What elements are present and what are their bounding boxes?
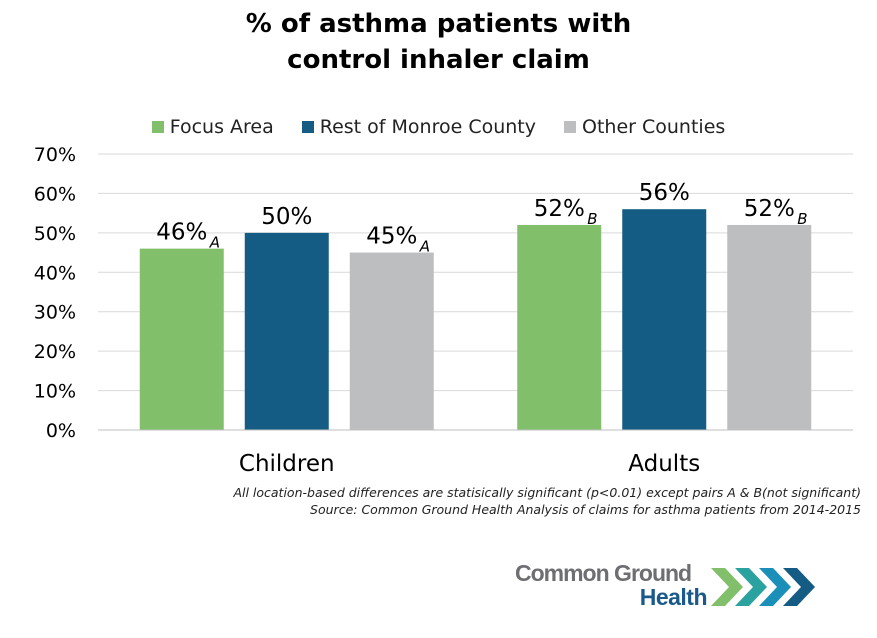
common-ground-health-logo: Common Ground Health xyxy=(515,560,835,620)
bar-chart-plot: 0%10%20%30%40%50%60%70%46% A50%45% AChildr… xyxy=(34,144,853,477)
legend-label-other-counties: Other Counties xyxy=(582,116,726,138)
y-tick-label: 40% xyxy=(34,262,76,284)
y-tick-label: 70% xyxy=(34,144,76,166)
data-label-subscript: A xyxy=(419,238,430,256)
data-label: 50% xyxy=(261,204,312,230)
data-label: 46% xyxy=(156,220,207,246)
legend-item-other-counties: Other Counties xyxy=(564,114,725,140)
y-tick-label: 0% xyxy=(46,420,76,442)
footnote-source: Source: Common Ground Health Analysis of… xyxy=(310,502,861,517)
logo-text-common-ground: Common Ground xyxy=(515,560,692,586)
data-label: 45% xyxy=(366,224,417,250)
data-label: 56% xyxy=(639,180,690,206)
bar xyxy=(244,232,329,430)
chart-title-line-1: % of asthma patients with xyxy=(245,9,632,39)
chart-title-line-2: control inhaler claim xyxy=(287,45,590,75)
data-label: 52% xyxy=(534,196,585,222)
bar xyxy=(517,224,602,430)
legend-swatch-other-counties xyxy=(564,121,576,133)
data-label: 52% xyxy=(744,196,795,222)
logo-chevrons-icon xyxy=(711,568,815,606)
y-tick-label: 20% xyxy=(34,341,76,363)
footnote-significance: All location-based differences are stati… xyxy=(233,485,861,500)
logo-chevron-shape xyxy=(711,568,743,606)
data-label-subscript: A xyxy=(209,234,220,252)
legend-swatch-focus-area xyxy=(151,121,164,133)
y-tick-label: 60% xyxy=(34,183,76,205)
legend-swatch-rest-of-monroe-county xyxy=(301,121,314,133)
chart-title: % of asthma patients with control inhale… xyxy=(0,6,877,78)
bar xyxy=(349,252,434,430)
data-label-subscript: B xyxy=(797,210,807,228)
chart-legend: Focus Area Rest of Monroe County Other C… xyxy=(0,114,877,140)
bar xyxy=(727,224,812,430)
logo-chevron-shape xyxy=(759,568,791,606)
legend-label-rest-of-monroe-county: Rest of Monroe County xyxy=(319,116,536,138)
y-tick-label: 30% xyxy=(34,302,76,324)
y-tick-label: 50% xyxy=(34,223,76,245)
y-tick-label: 10% xyxy=(34,381,76,403)
data-label-subscript: B xyxy=(587,210,597,228)
x-category-label: Adults xyxy=(628,451,700,477)
legend-item-focus-area: Focus Area xyxy=(151,114,274,140)
logo-text-health: Health xyxy=(639,584,708,610)
x-category-label: Children xyxy=(239,451,335,477)
logo-chevron-shape xyxy=(783,568,815,606)
bar xyxy=(622,209,707,430)
legend-label-focus-area: Focus Area xyxy=(169,116,274,138)
logo-chevron-shape xyxy=(735,568,767,606)
bar xyxy=(139,248,224,430)
legend-item-rest-of-monroe-county: Rest of Monroe County xyxy=(301,114,536,140)
chart-footnote: All location-based differences are stati… xyxy=(233,484,861,518)
